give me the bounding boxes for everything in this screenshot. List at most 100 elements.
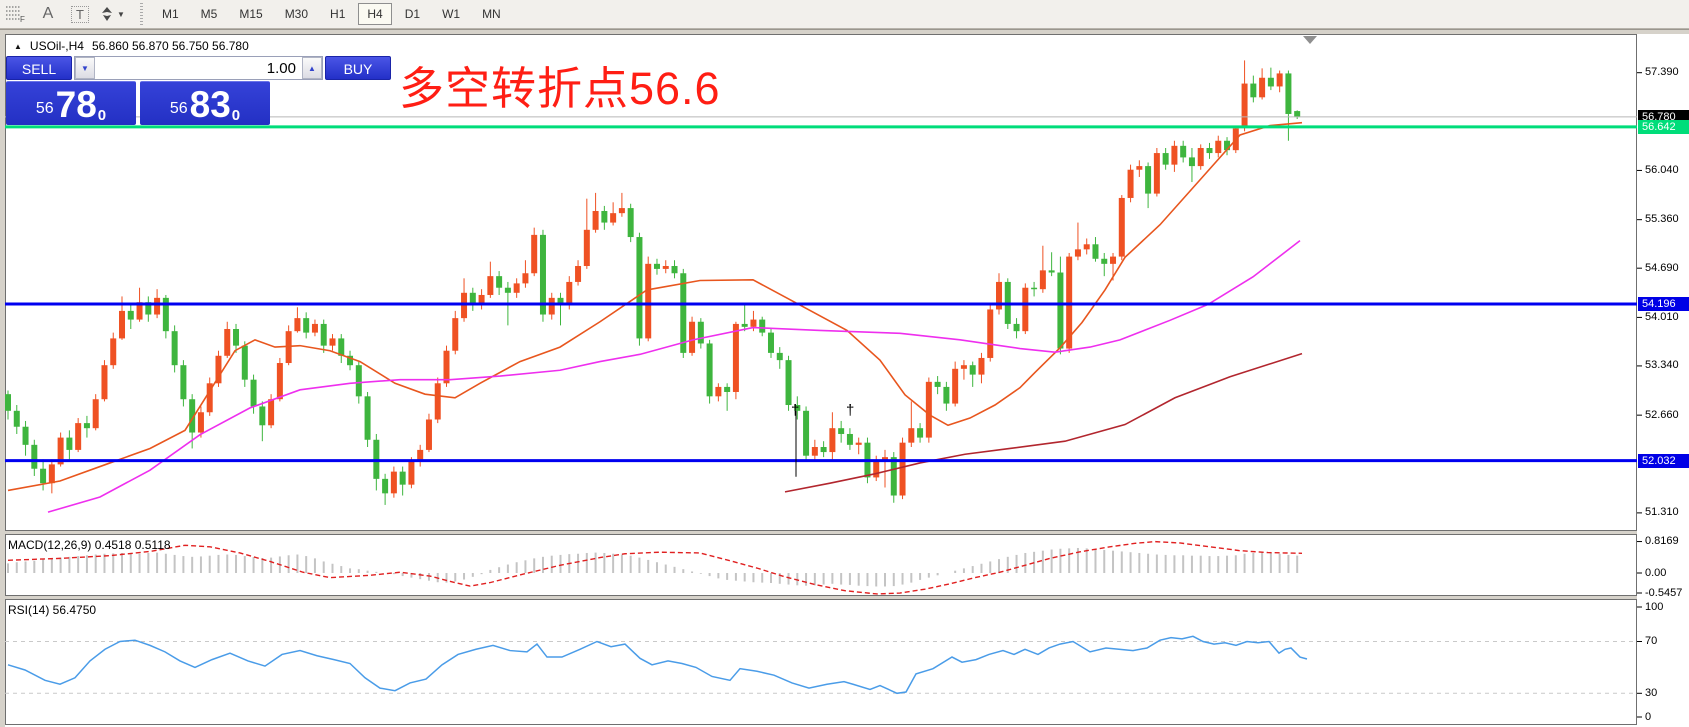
candle-body [732, 323, 739, 392]
candle-body [539, 234, 546, 315]
candle-body [1171, 145, 1178, 165]
candle-body [803, 410, 810, 456]
price-label-box: 56.642 [1638, 119, 1689, 134]
candle-body [390, 471, 397, 494]
macd-signal-line [7, 540, 1303, 595]
candle-body [504, 287, 511, 293]
candle-body [417, 449, 424, 462]
candle-body [601, 210, 608, 223]
candle-body [92, 399, 99, 429]
timeframe-button-h4[interactable]: H4 [358, 3, 392, 25]
rsi-tick-label: 30 [1645, 686, 1658, 699]
candle-body [408, 461, 415, 485]
rsi-line [7, 635, 1308, 695]
sell-button[interactable]: SELL [6, 56, 72, 80]
candle-body [443, 350, 450, 384]
candle-body [1276, 73, 1283, 87]
candle-body [662, 266, 669, 269]
new-order-icon[interactable]: F [3, 2, 29, 26]
candle-body [575, 266, 582, 282]
candle-body [1031, 287, 1038, 290]
candle-body [66, 437, 73, 450]
volume-input[interactable] [95, 57, 302, 79]
macd-label: MACD(12,26,9) 0.4518 0.5118 [8, 538, 171, 552]
candle-body [759, 319, 766, 333]
candle-body [1048, 270, 1055, 273]
timeframe-button-d1[interactable]: D1 [404, 7, 421, 21]
candle-body [197, 412, 204, 433]
candle-body [57, 437, 64, 465]
candle-body [1259, 77, 1266, 98]
candle-body [189, 399, 196, 433]
candle-body [1057, 272, 1064, 349]
price-axis[interactable] [1637, 34, 1689, 725]
candle-body [1180, 145, 1187, 158]
candle-body [1092, 244, 1099, 259]
price-tick-label: 54.010 [1645, 310, 1679, 323]
candle-body [268, 399, 275, 426]
candle-body [48, 464, 55, 484]
candle-body [513, 283, 520, 293]
objects-arrows-icon[interactable]: ▼ [99, 2, 125, 26]
collapse-triangle-icon[interactable]: ▲ [14, 41, 22, 51]
candle-body [952, 368, 959, 404]
rsi-pane[interactable] [5, 599, 1637, 725]
price-tick-label: 55.360 [1645, 213, 1679, 226]
candle-body [820, 447, 827, 453]
window-left-border [0, 34, 5, 727]
candle-body [259, 406, 266, 426]
candle-body [320, 323, 327, 346]
buy-price-sup: 0 [231, 107, 241, 124]
price-label-box: 52.032 [1638, 453, 1689, 468]
symbol-ohlc-values: 56.860 56.870 56.750 56.780 [91, 39, 249, 53]
candle-body [943, 386, 950, 404]
candle-body [627, 208, 634, 238]
candle-body [969, 365, 976, 375]
candle-body [180, 365, 187, 400]
candle-body [583, 229, 590, 267]
timeframe-button-m1[interactable]: M1 [162, 7, 179, 21]
candle-body [478, 294, 485, 304]
buy-price-big: 83 [189, 84, 231, 125]
candle-body [531, 234, 538, 274]
candle-body [1285, 73, 1292, 114]
text-label-icon[interactable]: T [67, 2, 93, 26]
candle-body [83, 423, 90, 429]
sell-price-tile[interactable]: 56 78 0 [6, 81, 136, 125]
candle-body [1215, 140, 1222, 154]
candle-body [960, 365, 967, 369]
timeframe-button-w1[interactable]: W1 [442, 7, 461, 21]
symbol-info-bar: ▲ USOil-,H4 56.860 56.870 56.750 56.780 [14, 39, 249, 53]
candle-body [1022, 287, 1029, 332]
candle-body [1188, 157, 1195, 167]
price-tick-label: 51.310 [1645, 506, 1679, 519]
scroll-position-triangle-icon[interactable] [1303, 36, 1317, 44]
candle-body [548, 297, 555, 315]
timeframe-button-m5[interactable]: M5 [200, 7, 218, 21]
sell-price-big: 78 [55, 84, 97, 125]
pane-splitter[interactable] [0, 596, 1689, 599]
font-annotate-icon[interactable]: A [42, 5, 54, 22]
candle-body [311, 323, 318, 333]
symbol-title: USOil-,H4 [29, 39, 84, 53]
buy-button[interactable]: BUY [325, 56, 391, 80]
candle-body [1083, 244, 1090, 250]
timeframe-button-m15[interactable]: M15 [239, 7, 263, 21]
pane-splitter[interactable] [0, 531, 1689, 534]
timeframe-button-h1[interactable]: H1 [330, 7, 346, 21]
candle-body [978, 357, 985, 375]
toolbar-separator-handle[interactable] [138, 3, 145, 25]
buy-price-tile[interactable]: 56 83 0 [140, 81, 270, 125]
volume-increase-button[interactable]: ▲ [302, 57, 322, 79]
candle-body [469, 292, 476, 304]
candle-body [890, 457, 897, 496]
macd-tick-label: -0.5457 [1645, 586, 1683, 599]
timeframe-button-mn[interactable]: MN [482, 7, 501, 21]
candle-body [592, 210, 599, 230]
candle-body [487, 276, 494, 295]
macd-tick-label: 0.8169 [1645, 535, 1679, 548]
ma-medium-magenta [47, 240, 1301, 513]
timeframe-button-m30[interactable]: M30 [284, 7, 309, 21]
volume-decrease-button[interactable]: ▼ [75, 57, 95, 79]
